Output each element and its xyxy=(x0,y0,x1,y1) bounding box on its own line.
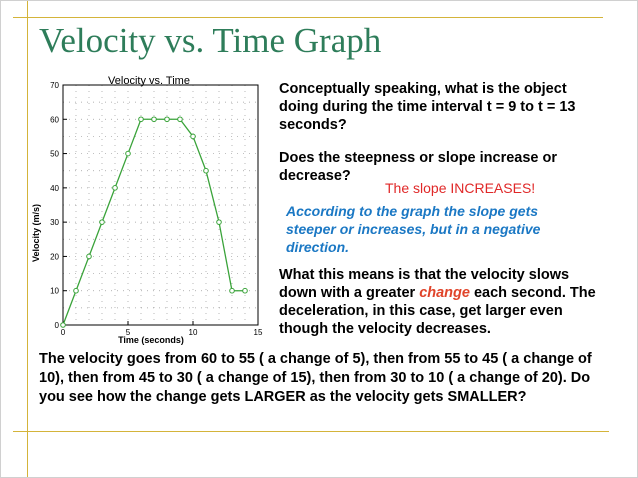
emphasis-change: change xyxy=(419,285,470,301)
data-point xyxy=(229,287,235,294)
chart-title: Velocity vs. Time xyxy=(108,75,190,87)
plot-frame xyxy=(62,84,259,326)
explanation-text-end: each second. The deceleration, in this c… xyxy=(279,285,596,337)
title-rule xyxy=(13,17,603,18)
y-tick-label: 50 xyxy=(50,150,59,159)
y-tick-label: 60 xyxy=(50,115,59,124)
x-tick-label: 15 xyxy=(254,328,263,337)
y-tick-label: 0 xyxy=(55,321,60,330)
question-slope: Does the steepness or slope increase or … xyxy=(279,150,558,184)
chart-x-axis-label: Time (seconds) xyxy=(118,335,184,345)
chart-axes xyxy=(62,84,259,326)
y-tick-label: 10 xyxy=(50,287,59,296)
data-point xyxy=(177,116,183,123)
data-point xyxy=(203,167,209,174)
slope-clarification: According to the graph the slope gets st… xyxy=(286,203,541,255)
data-point xyxy=(216,219,222,225)
data-point xyxy=(125,150,131,157)
data-point xyxy=(112,185,118,191)
left-accent-rule xyxy=(27,1,28,477)
chart-ticks: 0 10 20 30 40 50 60 70 0 5 10 15 xyxy=(50,81,263,337)
x-tick-label: 10 xyxy=(189,328,198,337)
chart-series xyxy=(60,116,248,328)
velocity-change-summary: The velocity goes from 60 to 55 ( a chan… xyxy=(39,351,592,405)
explanation-text-start: What this means is that the velocity slo… xyxy=(279,267,570,301)
data-point xyxy=(99,219,105,225)
y-tick-label: 70 xyxy=(50,81,59,90)
data-point xyxy=(60,322,66,328)
data-point xyxy=(138,116,144,123)
x-tick-label: 0 xyxy=(61,328,66,337)
y-tick-label: 40 xyxy=(50,184,59,193)
data-point xyxy=(164,116,170,123)
question-interval: Conceptually speaking, what is the objec… xyxy=(279,81,576,133)
deceleration-explanation: What this means is that the velocity slo… xyxy=(279,266,609,338)
chart-y-axis-label: Velocity (m/s) xyxy=(31,204,41,262)
slide-title: Velocity vs. Time Graph xyxy=(39,21,382,60)
x-tick-label: 5 xyxy=(126,328,131,337)
data-point xyxy=(242,287,248,294)
data-point xyxy=(190,133,196,140)
data-point xyxy=(151,116,157,123)
slope-answer: The slope INCREASES! xyxy=(385,180,536,196)
data-point xyxy=(73,287,79,294)
y-tick-label: 20 xyxy=(50,252,59,261)
chart-grid xyxy=(63,85,258,325)
y-tick-label: 30 xyxy=(50,218,59,227)
footer-rule xyxy=(13,431,609,432)
data-point xyxy=(86,253,92,260)
